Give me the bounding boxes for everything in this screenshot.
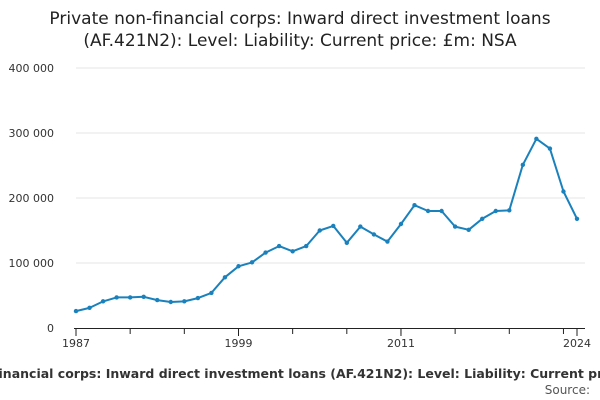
y-tick-label: 300 000 [9, 127, 55, 140]
data-point[interactable] [574, 216, 580, 221]
data-point[interactable] [439, 208, 444, 214]
x-tick-label: 1999 [224, 337, 252, 350]
data-point[interactable] [561, 189, 566, 194]
data-point[interactable] [466, 227, 471, 233]
y-tick-label: 100 000 [9, 257, 55, 270]
series-line [75, 137, 578, 313]
data-point[interactable] [249, 260, 255, 265]
data-point[interactable] [534, 136, 539, 142]
grid-lines [76, 67, 585, 264]
x-axis-tick-labels: 1987 1999 2011 2024 [62, 337, 591, 350]
data-point[interactable] [236, 264, 241, 269]
y-tick-label: 200 000 [9, 192, 55, 205]
data-point[interactable] [87, 305, 92, 311]
data-point[interactable] [100, 299, 106, 304]
x-axis [74, 328, 585, 336]
data-point[interactable] [385, 239, 390, 244]
data-point[interactable] [182, 299, 187, 304]
data-point[interactable] [493, 208, 498, 214]
data-point[interactable] [452, 224, 458, 229]
data-point[interactable] [371, 232, 377, 237]
data-point[interactable] [344, 240, 350, 246]
data-point[interactable] [290, 249, 295, 254]
y-tick-label: 400 000 [9, 62, 55, 75]
data-point[interactable] [263, 250, 268, 255]
x-tick-label: 2011 [387, 337, 415, 350]
data-point[interactable] [195, 295, 201, 301]
data-point[interactable] [358, 224, 363, 229]
footer-title: Private non-financial corps: Inward dire… [0, 366, 600, 381]
chart-title-line-2: (AF.421N2): Level: Liability: Current pr… [83, 31, 517, 51]
data-point[interactable] [412, 202, 417, 208]
data-point[interactable] [331, 223, 336, 229]
series-layer [73, 136, 580, 314]
x-tick-label: 1987 [62, 337, 90, 350]
data-point[interactable] [222, 275, 228, 280]
data-point[interactable] [398, 221, 404, 227]
y-tick-label: 0 [47, 322, 54, 335]
data-point[interactable] [127, 295, 133, 300]
data-point[interactable] [480, 216, 485, 221]
footer-source: Source: [544, 383, 590, 397]
data-point[interactable] [276, 243, 282, 249]
data-point[interactable] [425, 208, 431, 214]
data-point[interactable] [520, 162, 526, 168]
data-point[interactable] [507, 208, 512, 213]
data-point[interactable] [155, 297, 160, 303]
data-point[interactable] [547, 146, 553, 151]
data-point[interactable] [317, 228, 322, 233]
y-axis-tick-labels: 0 100 000 200 000 300 000 400 000 [9, 62, 55, 335]
data-point[interactable] [209, 290, 214, 296]
data-point[interactable] [73, 308, 79, 314]
data-point[interactable] [168, 299, 173, 305]
data-point[interactable] [141, 294, 146, 299]
data-point[interactable] [303, 243, 309, 249]
data-point[interactable] [114, 295, 119, 300]
x-tick-label: 2024 [563, 337, 591, 350]
chart-title: Private non-financial corps: Inward dire… [0, 8, 600, 52]
chart-title-line-1: Private non-financial corps: Inward dire… [49, 9, 551, 29]
